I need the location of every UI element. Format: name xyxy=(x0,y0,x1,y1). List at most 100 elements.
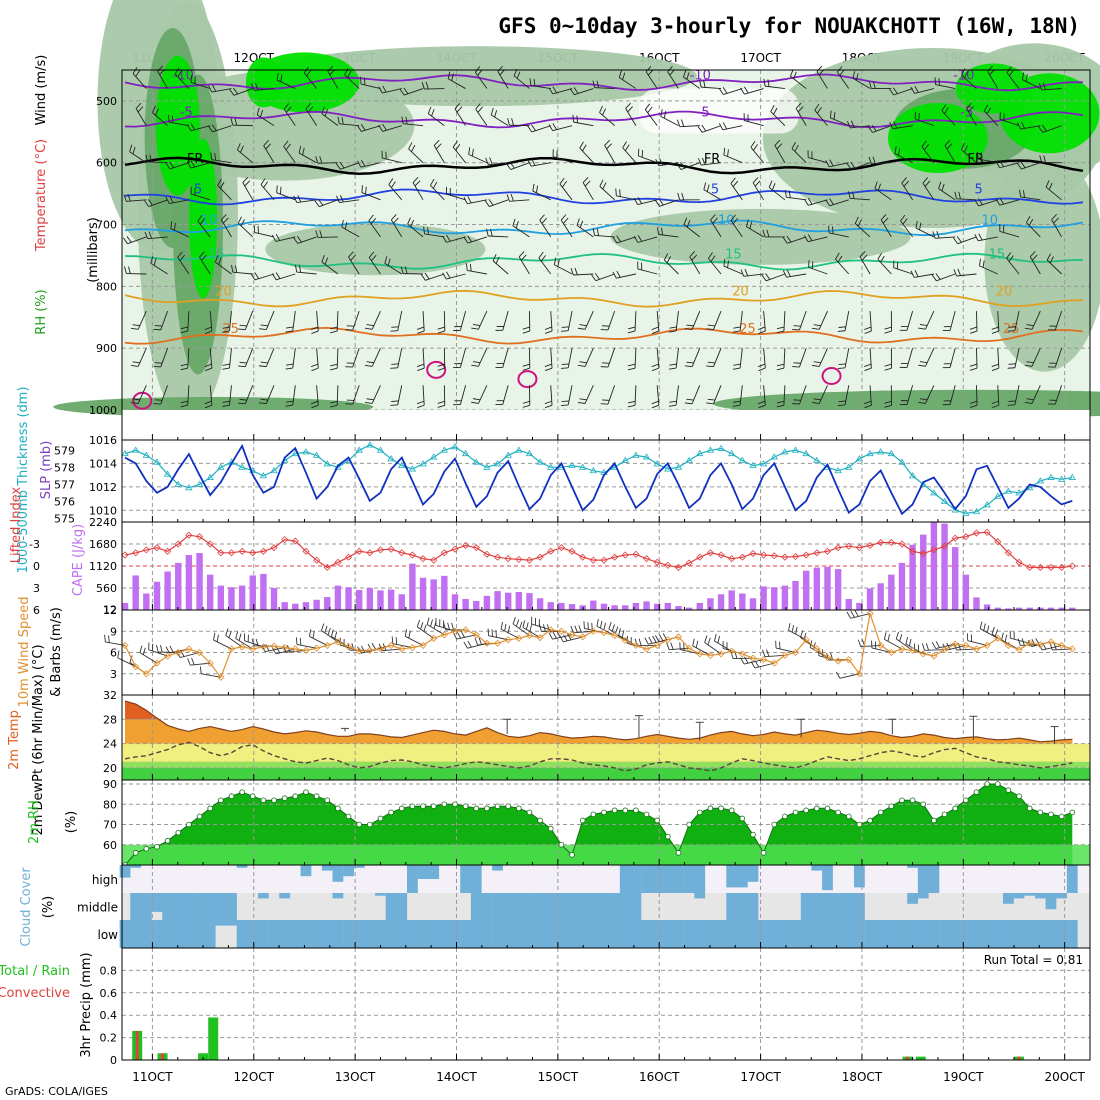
cape-bar xyxy=(1005,608,1012,610)
barb-flag xyxy=(839,69,845,76)
barb-flag xyxy=(800,630,804,638)
barb-flag xyxy=(699,79,702,88)
wind-barb xyxy=(139,645,158,664)
barb-staff xyxy=(746,226,764,238)
barb-flag xyxy=(560,404,569,406)
cloud-low-cell xyxy=(854,920,865,948)
barb-flag xyxy=(130,364,139,367)
wind-speed-point xyxy=(749,654,757,662)
cape-bar xyxy=(781,585,789,610)
barb-flag xyxy=(691,254,698,261)
barb-flag xyxy=(603,622,606,631)
barb-flag xyxy=(167,114,170,123)
wind-barb xyxy=(437,311,446,334)
barb-flag xyxy=(599,179,604,187)
wind-barb xyxy=(222,385,232,407)
barb-flag xyxy=(986,107,992,115)
cloud-low-cell xyxy=(1034,920,1046,948)
wind-speed-point xyxy=(738,650,746,658)
wind-barb xyxy=(404,629,424,646)
wind-speed-point xyxy=(206,659,214,667)
wind-barb xyxy=(222,311,232,333)
wind-barb xyxy=(775,640,796,653)
wind-barb xyxy=(170,221,190,238)
lifted-index-point xyxy=(142,546,150,554)
wind-barb xyxy=(150,256,168,275)
barb-staff xyxy=(169,121,189,127)
cloud-low-cell xyxy=(651,920,663,948)
barb-staff xyxy=(799,348,807,368)
thickness-point xyxy=(504,451,512,458)
wind-barb xyxy=(407,217,424,238)
barb-flag xyxy=(695,640,699,648)
wind-barb xyxy=(336,195,360,203)
barb-flag xyxy=(663,111,667,119)
barb-flag xyxy=(855,73,859,81)
barb-flag xyxy=(507,625,511,633)
barb-staff xyxy=(157,71,169,89)
barb-flag xyxy=(899,634,903,642)
isotherm-label: -10 xyxy=(953,68,974,83)
barb-flag xyxy=(240,145,244,153)
wind-barb xyxy=(544,348,553,372)
barb-flag xyxy=(1020,161,1026,169)
barb-staff xyxy=(999,230,1020,238)
wind-barb xyxy=(1019,189,1041,201)
wind-barb xyxy=(979,621,998,639)
y-tick-label: 12 xyxy=(103,604,117,617)
rh-point xyxy=(814,805,820,812)
barb-staff xyxy=(844,348,850,368)
barb-staff xyxy=(298,152,317,164)
barb-staff xyxy=(869,311,872,332)
cape-bar xyxy=(675,606,682,610)
y-tick-label: 576 xyxy=(54,496,75,509)
barb-flag xyxy=(846,611,852,619)
wind-barb xyxy=(743,113,764,127)
barb-flag xyxy=(324,257,329,265)
barb-flag xyxy=(544,326,552,330)
barb-staff xyxy=(925,310,935,330)
barb-flag xyxy=(826,653,830,661)
rh-point xyxy=(803,807,809,814)
cloud-low-cell xyxy=(1056,920,1068,948)
barb-flag xyxy=(669,69,675,76)
cloud-middle-cell xyxy=(502,893,514,920)
barb-flag xyxy=(767,79,770,87)
barb-staff xyxy=(265,310,275,330)
barb-flag xyxy=(877,252,883,260)
barb-flag xyxy=(579,324,587,327)
wind-barb xyxy=(321,255,339,275)
cape-bar xyxy=(1047,607,1055,610)
wind-barb xyxy=(893,260,913,275)
barb-flag xyxy=(310,363,319,368)
cloud-high-cell xyxy=(673,865,684,893)
barb-flag xyxy=(486,228,489,237)
lifted-index-point xyxy=(259,547,267,555)
cape-bar xyxy=(526,593,533,610)
barb-staff xyxy=(187,385,190,406)
barb-flag xyxy=(838,400,846,403)
barb-flag xyxy=(883,632,887,640)
barb-staff xyxy=(949,348,956,368)
cloud-middle-cell xyxy=(470,893,482,920)
barb-flag xyxy=(132,361,140,364)
wind-speed-point xyxy=(664,636,672,644)
cloud-high-cell xyxy=(928,865,940,893)
barb-flag xyxy=(914,85,919,93)
barb-flag xyxy=(442,272,447,280)
barb-staff xyxy=(454,108,466,126)
rh-point xyxy=(494,803,501,810)
barb-flag xyxy=(260,398,268,401)
barb-staff xyxy=(232,271,253,275)
y-tick-label: -3 xyxy=(29,538,40,551)
dewpoint-line xyxy=(124,741,1073,772)
wind-barb xyxy=(596,618,615,636)
barb-flag xyxy=(648,69,654,76)
barb-flag xyxy=(403,87,409,95)
wind-speed-point xyxy=(483,639,491,647)
cape-bar xyxy=(632,602,640,610)
wind-barb xyxy=(135,102,147,126)
barb-staff xyxy=(702,125,722,133)
y-axis-label: RH (%) xyxy=(34,289,49,334)
